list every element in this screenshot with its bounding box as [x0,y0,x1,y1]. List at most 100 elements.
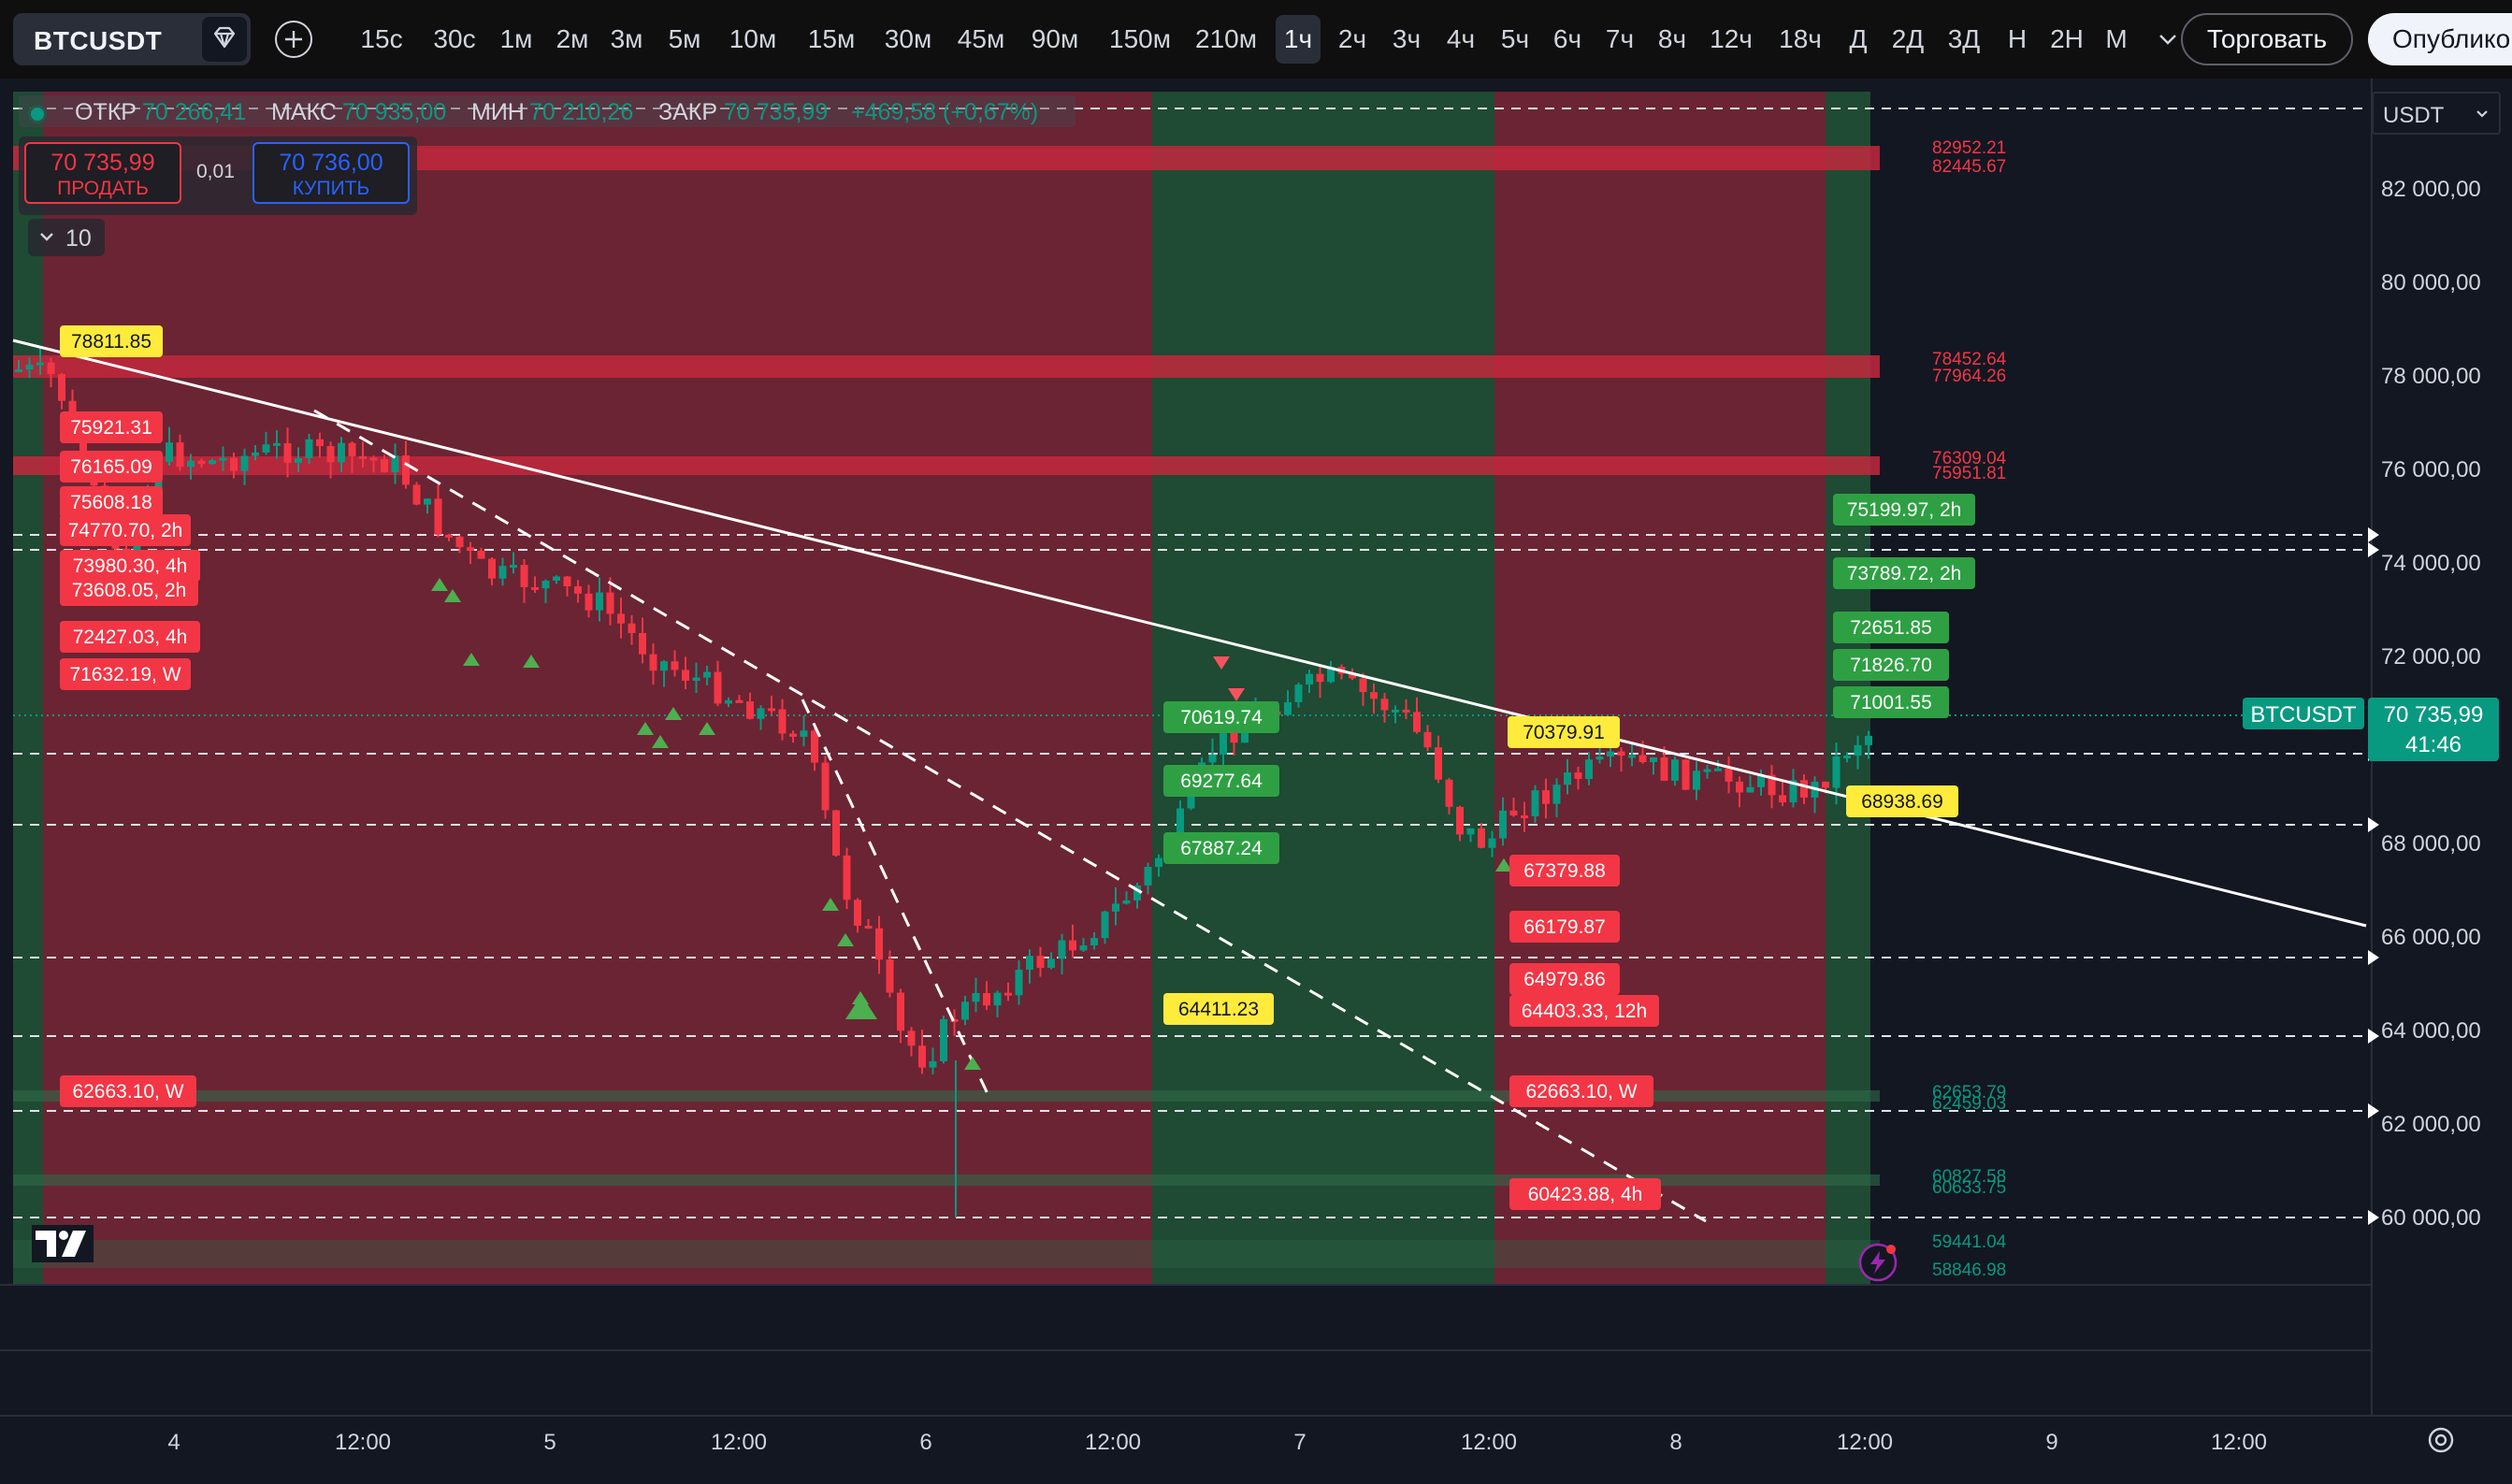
timeframe-15[interactable]: 3ч [1392,24,1422,53]
buy-button[interactable]: 70 736,00 КУПИТЬ [253,142,410,204]
timeframe-16[interactable]: 4ч [1446,24,1476,53]
green-zone-label-1: 62459.03 [1932,1094,2006,1114]
low-value: 70 210,26 [529,99,634,125]
time-tick-5: 12:00 [1085,1430,1141,1455]
timeframe-28[interactable]: М [2105,24,2128,53]
ohlc-legend: ОТКР 70 266,41 МАКС 70 935,00 МИН 70 210… [19,95,1076,127]
currency-select[interactable]: USDT [2372,92,2501,135]
yellow-tag-3: 64411.23 [1163,993,1274,1025]
svg-text:76165.09: 76165.09 [70,456,152,478]
time-tick-4: 6 [919,1430,931,1455]
timeframe-24[interactable]: 2Д [1891,24,1925,53]
red-tag-left-2: 75608.18 [60,486,163,518]
red-tag-right-0: 67379.88 [1509,855,1620,886]
timeframe-11[interactable]: 150м [1109,24,1171,53]
timeframe-26[interactable]: Н [2007,24,2028,53]
timeframe-5[interactable]: 5м [668,24,701,53]
green-zone-label-2: 60827.58 [1932,1167,2006,1187]
svg-text:71001.55: 71001.55 [1850,692,1932,713]
signal-markers [431,578,1512,1070]
timeframe-22[interactable]: 18ч [1779,24,1822,53]
svg-text:64403.33, 12h: 64403.33, 12h [1522,1001,1647,1022]
timeframe-23[interactable]: Д [1849,24,1868,53]
current-symbol-label: BTCUSDT [2250,702,2357,728]
svg-text:75199.97, 2h: 75199.97, 2h [1847,499,1962,521]
red-tag-left-0: 75921.31 [60,411,163,443]
red-tag-right-2: 64979.86 [1509,963,1620,995]
buy-signal-7 [699,722,715,735]
tradingview-logo [32,1225,94,1262]
yellow-tag-1: 70379.91 [1508,716,1620,748]
red-zone-label-3: 77964.26 [1932,367,2006,386]
timeframe-10[interactable]: 90м [1031,24,1079,53]
indicators-toggle[interactable]: 10 [28,219,105,256]
chevron-down-icon [2476,110,2488,118]
yellow-tag-2: 68938.69 [1846,785,1958,817]
top-toolbar: BTCUSDT 15с 30с 1м 2м 3м 5м 10м 15м 30м 45м 90м 150… [0,0,2512,79]
resistance-zone-2 [13,355,1880,378]
green-tag-right-3: 71826.70 [1833,649,1949,681]
timeframe-0[interactable]: 15с [360,24,403,53]
level-arrow-0 [2368,527,2379,542]
timeframe-1[interactable]: 30с [433,24,476,53]
timeframe-25[interactable]: 3Д [1947,24,1981,53]
timeframe-6[interactable]: 10м [729,24,777,53]
price-chart[interactable]: 78811.85 70379.91 68938.69 64411.23 75921.31… [0,79,2512,1479]
svg-text:70619.74: 70619.74 [1180,707,1263,728]
chevron-down-icon[interactable] [2151,21,2185,58]
red-tag-left-7: 71632.19, W [60,658,191,690]
red-tag-right-5: 60423.88, 4h [1509,1178,1661,1210]
timeframe-21[interactable]: 12ч [1710,24,1753,53]
lightning-icon [1858,1243,1898,1282]
red-tag-left-8: 62663.10, W [60,1075,196,1107]
timeframe-19[interactable]: 7ч [1605,24,1635,53]
time-tick-2: 5 [543,1430,556,1455]
timeframe-17[interactable]: 5ч [1500,24,1530,53]
svg-text:73980.30, 4h: 73980.30, 4h [73,555,188,577]
time-tick-10: 9 [2045,1430,2057,1455]
green-tag-right-1: 73789.72, 2h [1833,557,1975,589]
timeframe-13[interactable]: 1ч [1276,15,1321,64]
svg-text:60423.88, 4h: 60423.88, 4h [1528,1184,1643,1205]
resistance-zone-3 [13,456,1880,475]
timeframe-9[interactable]: 45м [957,24,1005,53]
red-zone-label-0: 82952.21 [1932,138,2006,158]
timeframe-12[interactable]: 210м [1195,24,1257,53]
timeframe-14[interactable]: 2ч [1337,24,1367,53]
buy-signal-11 [964,1057,981,1070]
price-tick-7: 66 000,00 [2381,925,2481,950]
time-tick-11: 12:00 [2211,1430,2267,1455]
green-zone-label-3: 60633.75 [1932,1178,2006,1198]
price-tick-10: 60 000,00 [2381,1205,2481,1231]
publish-button[interactable]: Опублико [2368,13,2512,65]
trade-button[interactable]: Торговать [2181,13,2353,65]
green-zone-label-0: 62653.79 [1932,1083,2006,1102]
svg-text:62663.10, W: 62663.10, W [72,1081,183,1102]
price-axis: 82 000,00 80 000,00 78 000,00 76 000,00 74 0… [2368,177,2481,1231]
price-tick-3: 76 000,00 [2381,457,2481,483]
diamond-icon[interactable] [202,17,247,62]
bar-countdown: 41:46 [2405,732,2461,757]
red-zone-label-5: 75951.81 [1932,464,2006,483]
symbol-search-button[interactable]: BTCUSDT [13,13,251,65]
green-zone-label-5: 58846.98 [1932,1261,2006,1280]
chart-area[interactable]: 78811.85 70379.91 68938.69 64411.23 75921.31… [0,79,2512,1479]
open-value: 70 266,41 [142,99,247,125]
timeframe-8[interactable]: 30м [884,24,932,53]
buy-price: 70 736,00 [279,150,383,176]
svg-text:73789.72, 2h: 73789.72, 2h [1847,563,1962,584]
timeframe-18[interactable]: 6ч [1552,24,1582,53]
add-symbol-button[interactable] [275,21,312,58]
sell-button[interactable]: 70 735,99 ПРОДАТЬ [24,142,181,204]
level-tags: 78811.85 70379.91 68938.69 64411.23 75921.31… [60,325,1975,1210]
timeframe-2[interactable]: 1м [499,24,533,53]
red-tag-right-3: 64403.33, 12h [1509,995,1659,1027]
timeframe-4[interactable]: 3м [610,24,643,53]
timeframe-7[interactable]: 15м [807,24,856,53]
svg-text:62663.10, W: 62663.10, W [1525,1081,1637,1102]
timeframe-20[interactable]: 8ч [1657,24,1687,53]
timeframe-27[interactable]: 2Н [2050,24,2084,53]
current-price-label: 70 735,99 [2384,702,2484,728]
timeframe-3[interactable]: 2м [556,24,589,53]
svg-text:67887.24: 67887.24 [1180,838,1263,859]
